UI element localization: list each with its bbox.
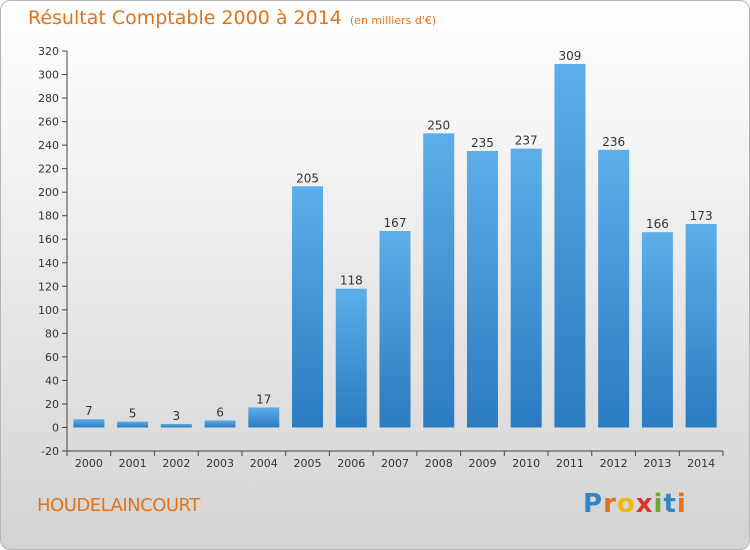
y-tick-label: -20 — [41, 445, 59, 458]
y-tick-label: 40 — [45, 374, 59, 387]
data-label: 237 — [515, 134, 538, 148]
bar — [641, 232, 673, 428]
logo-letter: t — [663, 489, 677, 519]
logo-letter: x — [635, 489, 654, 519]
bar — [335, 288, 367, 428]
y-tick-label: 140 — [38, 257, 59, 270]
x-tick-label: 2013 — [643, 457, 671, 470]
data-label: 250 — [427, 118, 450, 132]
bar — [292, 186, 324, 428]
x-tick-label: 2011 — [556, 457, 584, 470]
x-axis: 2000 2001 2002 2003 2004 2005 2006 2007 2008 2009… — [66, 450, 724, 470]
x-tick-label: 2014 — [687, 457, 715, 470]
chart-title: Résultat Comptable 2000 à 2014 — [28, 7, 342, 29]
y-axis: -20 0 20 40 60 80 100 120 140 160 180 200 220 240 260 2… — [38, 45, 68, 458]
bars: 7 5 3 6 17 205 118 167 250 235 237 309 236 166 173 — [73, 49, 717, 428]
y-tick-label: 60 — [45, 351, 59, 364]
x-tick-label: 2000 — [75, 457, 103, 470]
bar — [685, 223, 717, 428]
data-label: 7 — [85, 404, 93, 418]
y-tick-label: 240 — [38, 139, 59, 152]
y-tick-label: 320 — [38, 45, 59, 58]
y-tick-label: 260 — [38, 116, 59, 129]
x-tick-label: 2010 — [512, 457, 540, 470]
data-label: 235 — [471, 136, 494, 150]
y-tick-label: 200 — [38, 186, 59, 199]
chart-subtitle: (en milliers d'€) — [349, 14, 437, 27]
bar — [117, 421, 149, 428]
bar — [73, 419, 105, 428]
x-tick-label: 2008 — [425, 457, 453, 470]
y-tick-label: 180 — [38, 210, 59, 223]
bar — [466, 151, 498, 428]
town-name: HOUDELAINCOURT — [37, 495, 200, 516]
logo-letter: i — [653, 489, 664, 519]
logo-letter: P — [583, 489, 604, 519]
x-tick-label: 2001 — [119, 457, 147, 470]
logo-letter: o — [616, 489, 636, 519]
data-label: 3 — [173, 409, 181, 423]
data-label: 173 — [690, 209, 713, 223]
logo-letter: r — [603, 489, 617, 519]
data-label: 118 — [340, 274, 363, 288]
bar — [423, 133, 455, 428]
data-label: 17 — [256, 392, 271, 406]
data-label: 167 — [384, 216, 407, 230]
data-label: 6 — [216, 405, 224, 419]
data-label: 166 — [646, 217, 669, 231]
x-tick-label: 2004 — [250, 457, 278, 470]
x-tick-label: 2007 — [381, 457, 409, 470]
y-tick-label: 100 — [38, 304, 59, 317]
x-tick-label: 2003 — [206, 457, 234, 470]
title-row: Résultat Comptable 2000 à 2014 (en millie… — [28, 7, 436, 29]
x-tick-label: 2002 — [162, 457, 190, 470]
logo-letter: i — [676, 489, 687, 519]
y-tick-label: 160 — [38, 233, 59, 246]
y-tick-label: 220 — [38, 163, 59, 176]
bar — [379, 231, 411, 428]
x-tick-label: 2009 — [468, 457, 496, 470]
x-tick-label: 2005 — [294, 457, 322, 470]
data-label: 236 — [602, 135, 625, 149]
y-tick-label: 80 — [45, 327, 59, 340]
y-tick-label: 280 — [38, 92, 59, 105]
x-tick-label: 2006 — [337, 457, 365, 470]
bar — [160, 423, 192, 428]
data-label: 5 — [129, 407, 137, 421]
y-tick-label: 0 — [52, 421, 59, 434]
bar — [598, 149, 630, 428]
bar — [554, 63, 586, 428]
data-label: 309 — [558, 49, 581, 63]
bar — [248, 407, 280, 428]
y-tick-label: 120 — [38, 280, 59, 293]
data-label: 205 — [296, 171, 319, 185]
bar — [204, 420, 236, 428]
y-tick-label: 300 — [38, 69, 59, 82]
x-tick-label: 2012 — [600, 457, 628, 470]
y-tick-label: 20 — [45, 398, 59, 411]
proxiti-logo: Proxiti — [583, 489, 687, 519]
bar — [510, 148, 542, 428]
